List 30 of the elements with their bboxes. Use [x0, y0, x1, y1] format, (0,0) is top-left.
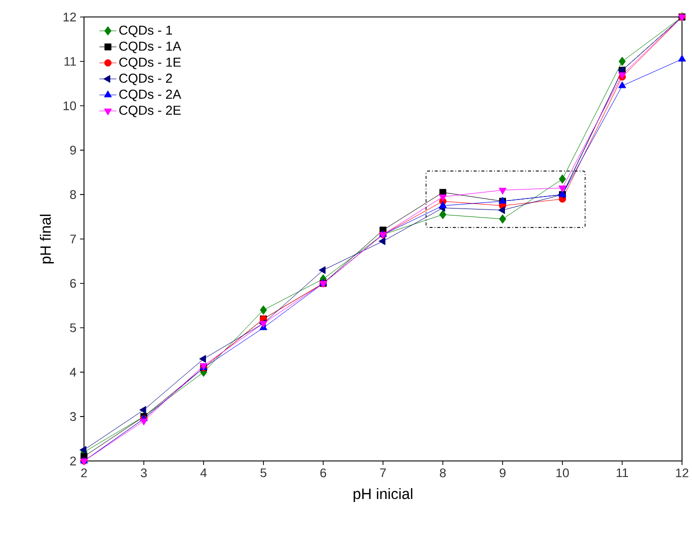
x-tick-label: 11: [616, 468, 628, 478]
y-tick-label: 7: [70, 234, 76, 244]
legend-label: CQDs - 1E: [119, 58, 181, 70]
y-tick-label: 6: [70, 278, 76, 288]
x-tick-label: 12: [676, 468, 688, 478]
x-tick-label: 7: [380, 468, 386, 478]
x-tick-label: 9: [500, 468, 506, 478]
y-tick-label: 3: [70, 412, 76, 421]
y-tick-label: 11: [64, 57, 76, 66]
x-tick-label: 6: [320, 468, 326, 478]
legend-label: CQDs - 1A: [119, 42, 182, 54]
y-tick-label: 5: [70, 323, 76, 332]
legend-label: CQDs - 1: [119, 26, 172, 38]
y-axis-title: pH final: [40, 214, 54, 264]
x-tick-label: 5: [260, 468, 266, 478]
y-tick-label: 10: [64, 101, 76, 110]
x-tick-label: 2: [81, 468, 87, 478]
y-tick-label: 2: [70, 456, 76, 466]
legend-label: CQDs - 2A: [119, 90, 182, 102]
y-tick-label: 9: [70, 146, 76, 155]
x-tick-label: 3: [140, 468, 147, 478]
y-tick-label: 4: [70, 368, 76, 376]
x-tick-label: 4: [200, 468, 207, 478]
legend-label: CQDs - 2E: [119, 106, 181, 118]
y-tick-label: 8: [70, 190, 76, 199]
x-tick-label: 8: [440, 468, 446, 478]
legend-label: CQDs - 2: [119, 74, 172, 86]
x-tick-label: 10: [556, 468, 569, 478]
y-tick-label: 12: [64, 12, 76, 22]
x-axis-title: pH inicial: [354, 488, 412, 502]
